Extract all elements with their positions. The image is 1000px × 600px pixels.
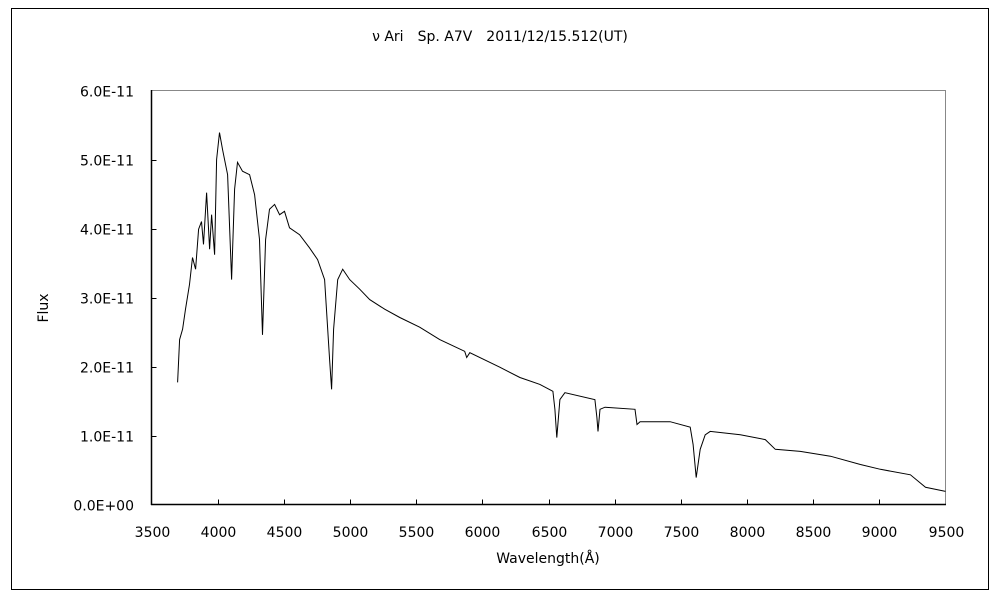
x-tick-label: 6500 <box>532 525 568 541</box>
x-tick-label: 8000 <box>730 525 766 541</box>
spectrum-line <box>177 132 946 492</box>
y-tick-label: 6.0E-11 <box>80 85 134 101</box>
y-tick-label: 1.0E-11 <box>80 430 134 446</box>
chart-border <box>11 8 989 590</box>
x-tick-label: 5000 <box>333 525 369 541</box>
x-axis-title: Wavelength(Å) <box>496 550 600 567</box>
x-tick-label: 5500 <box>399 525 435 541</box>
x-tick-label: 3500 <box>135 525 171 541</box>
y-axis-title: Flux <box>36 293 52 322</box>
x-tick-label: 4500 <box>267 525 303 541</box>
x-tick-label: 6000 <box>465 525 501 541</box>
y-tick-label: 0.0E+00 <box>73 499 134 515</box>
x-tick-label: 7000 <box>598 525 634 541</box>
chart-title: ν Ari Sp. A7V 2011/12/15.512(UT) <box>372 29 628 45</box>
y-tick-label: 3.0E-11 <box>80 292 134 308</box>
x-tick-label: 7500 <box>664 525 700 541</box>
x-tick-label: 8500 <box>796 525 832 541</box>
y-tick-label: 4.0E-11 <box>80 223 134 239</box>
x-tick-label: 4000 <box>201 525 237 541</box>
y-tick-label: 5.0E-11 <box>80 154 134 170</box>
x-tick-label: 9500 <box>929 525 965 541</box>
x-tick-label: 9000 <box>862 525 898 541</box>
y-tick-label: 2.0E-11 <box>80 361 134 377</box>
